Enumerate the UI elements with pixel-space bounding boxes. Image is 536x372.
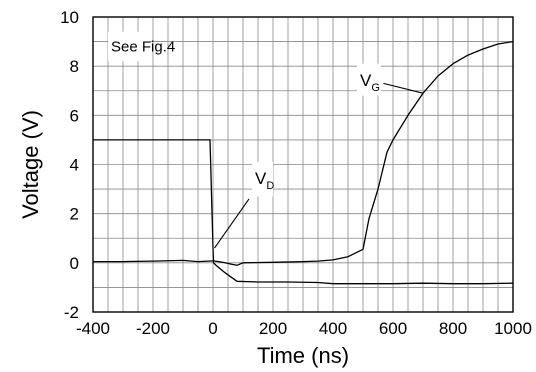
vd-label-sub: D	[266, 180, 274, 192]
x-tick-label: 0	[208, 319, 217, 338]
x-tick-labels: -400 -200 0 200 400 600 800 1000	[76, 319, 532, 338]
series-layer	[93, 40, 514, 285]
vg-label-sub: G	[371, 82, 380, 94]
see-fig-annotation: See Fig.4	[108, 31, 175, 62]
x-tick-label: 800	[439, 319, 467, 338]
x-tick-label: -200	[136, 319, 170, 338]
vd-leader-line	[214, 198, 250, 249]
y-tick-label: 8	[70, 57, 79, 76]
vg-leader-line	[383, 82, 424, 94]
y-tick-label: 6	[70, 106, 79, 125]
vd-annotation: VD	[214, 162, 274, 249]
y-tick-label: 10	[60, 8, 79, 27]
plot-frame	[92, 16, 514, 313]
vd-label-main: V	[255, 169, 267, 188]
series-line-vd	[93, 139, 514, 285]
x-axis-title: Time (ns)	[257, 343, 349, 368]
series-line-vg	[93, 40, 514, 266]
y-tick-label: 0	[70, 254, 79, 273]
see-fig-box	[108, 31, 150, 62]
y-tick-labels: -2 0 2 4 6 8 10	[60, 8, 79, 322]
x-tick-label: -400	[76, 319, 110, 338]
x-tick-label: 200	[259, 319, 287, 338]
y-tick-label: 2	[70, 205, 79, 224]
x-tick-label: 400	[319, 319, 347, 338]
x-tick-label: 600	[379, 319, 407, 338]
see-fig-label: See Fig.4	[111, 38, 175, 55]
y-axis-title: Voltage (V)	[18, 110, 43, 219]
x-tick-label: 1000	[494, 319, 532, 338]
vd-label: VD	[255, 169, 274, 192]
grid	[93, 17, 513, 312]
vg-label-box	[357, 63, 381, 96]
vg-label-main: V	[360, 71, 372, 90]
vg-label: VG	[360, 71, 380, 94]
vd-label-box	[252, 162, 273, 197]
y-tick-label: 4	[70, 156, 79, 175]
vg-annotation: VG	[357, 63, 424, 96]
y-tick-label: -2	[64, 303, 79, 322]
